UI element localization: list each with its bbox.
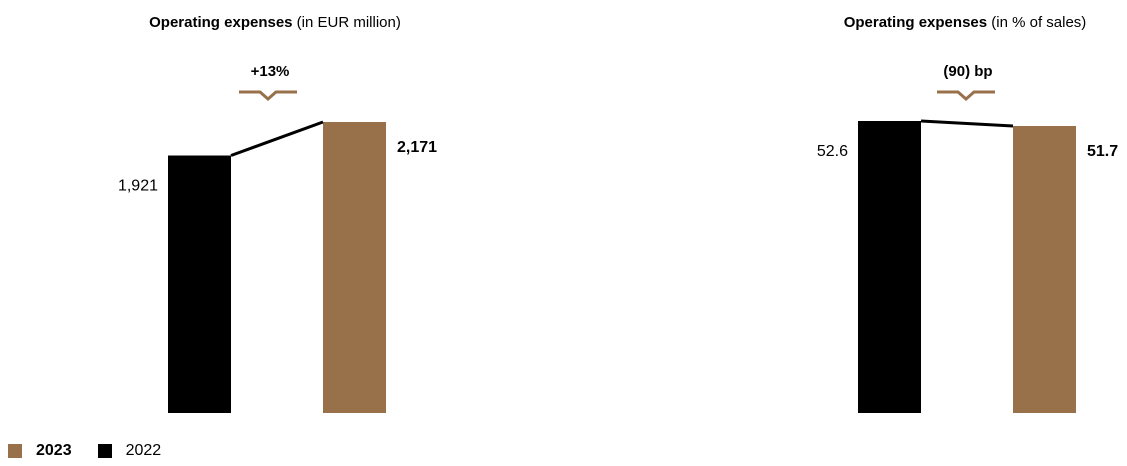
legend-item-2023: 2023 xyxy=(8,442,72,460)
legend-item-2022: 2022 xyxy=(97,442,162,460)
chart2-connector-line xyxy=(920,119,1014,128)
legend-swatch-2022 xyxy=(97,444,112,458)
chart1-bar-2023 xyxy=(323,122,386,413)
chart2-title: Operating expenses (in % of sales) xyxy=(844,14,1087,31)
chart1-change-marker xyxy=(239,90,297,101)
chart1-connector-line xyxy=(230,120,324,157)
legend-label-2022: 2022 xyxy=(125,442,162,459)
chart2-bar-2023 xyxy=(1013,125,1076,413)
legend-label-2023: 2023 xyxy=(36,442,72,459)
legend-swatch-2023 xyxy=(8,444,22,458)
charts-canvas: Operating expenses (in EUR million) +13% 1… xyxy=(118,14,1118,414)
chart1-title: Operating expenses (in EUR million) xyxy=(149,14,401,31)
chart2-change-marker xyxy=(937,90,995,101)
chart2-value-label-2022: 52.6 xyxy=(817,143,848,160)
chart1-value-label-2023: 2,171 xyxy=(397,139,437,156)
chart2-value-label-2023: 51.7 xyxy=(1087,143,1118,160)
chart2-bar-2022 xyxy=(858,121,921,413)
chart1-value-label-2022: 1,921 xyxy=(118,178,158,195)
legend: 2023 2022 xyxy=(8,442,187,460)
chart1-bar-2022 xyxy=(168,155,231,414)
chart1-change-label: +13% xyxy=(251,63,290,80)
chart2-change-label: (90) bp xyxy=(943,63,992,80)
